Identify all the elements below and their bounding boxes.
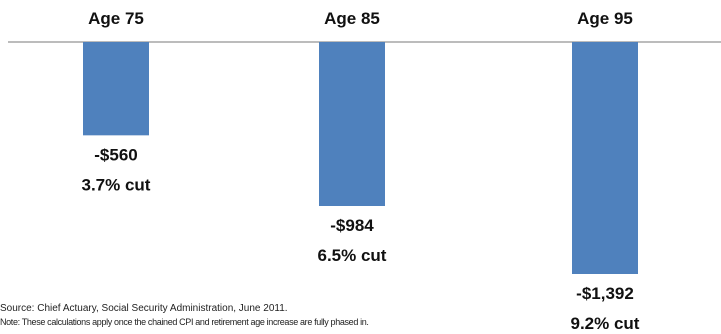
value-label: -$1,392	[576, 284, 634, 303]
category-label: Age 85	[324, 9, 380, 28]
source-footnote: Source: Chief Actuary, Social Security A…	[0, 303, 288, 314]
note-footnote: Note: These calculations apply once the …	[0, 317, 369, 327]
bar	[319, 42, 385, 206]
category-label: Age 95	[577, 9, 633, 28]
bar	[572, 42, 638, 274]
cut-percent-label: 9.2% cut	[571, 314, 640, 333]
value-label: -$560	[94, 145, 137, 164]
category-label: Age 75	[88, 9, 144, 28]
cut-percent-label: 3.7% cut	[82, 175, 151, 194]
bar	[83, 42, 149, 136]
value-label: -$984	[330, 216, 374, 235]
cut-percent-label: 6.5% cut	[318, 246, 387, 265]
